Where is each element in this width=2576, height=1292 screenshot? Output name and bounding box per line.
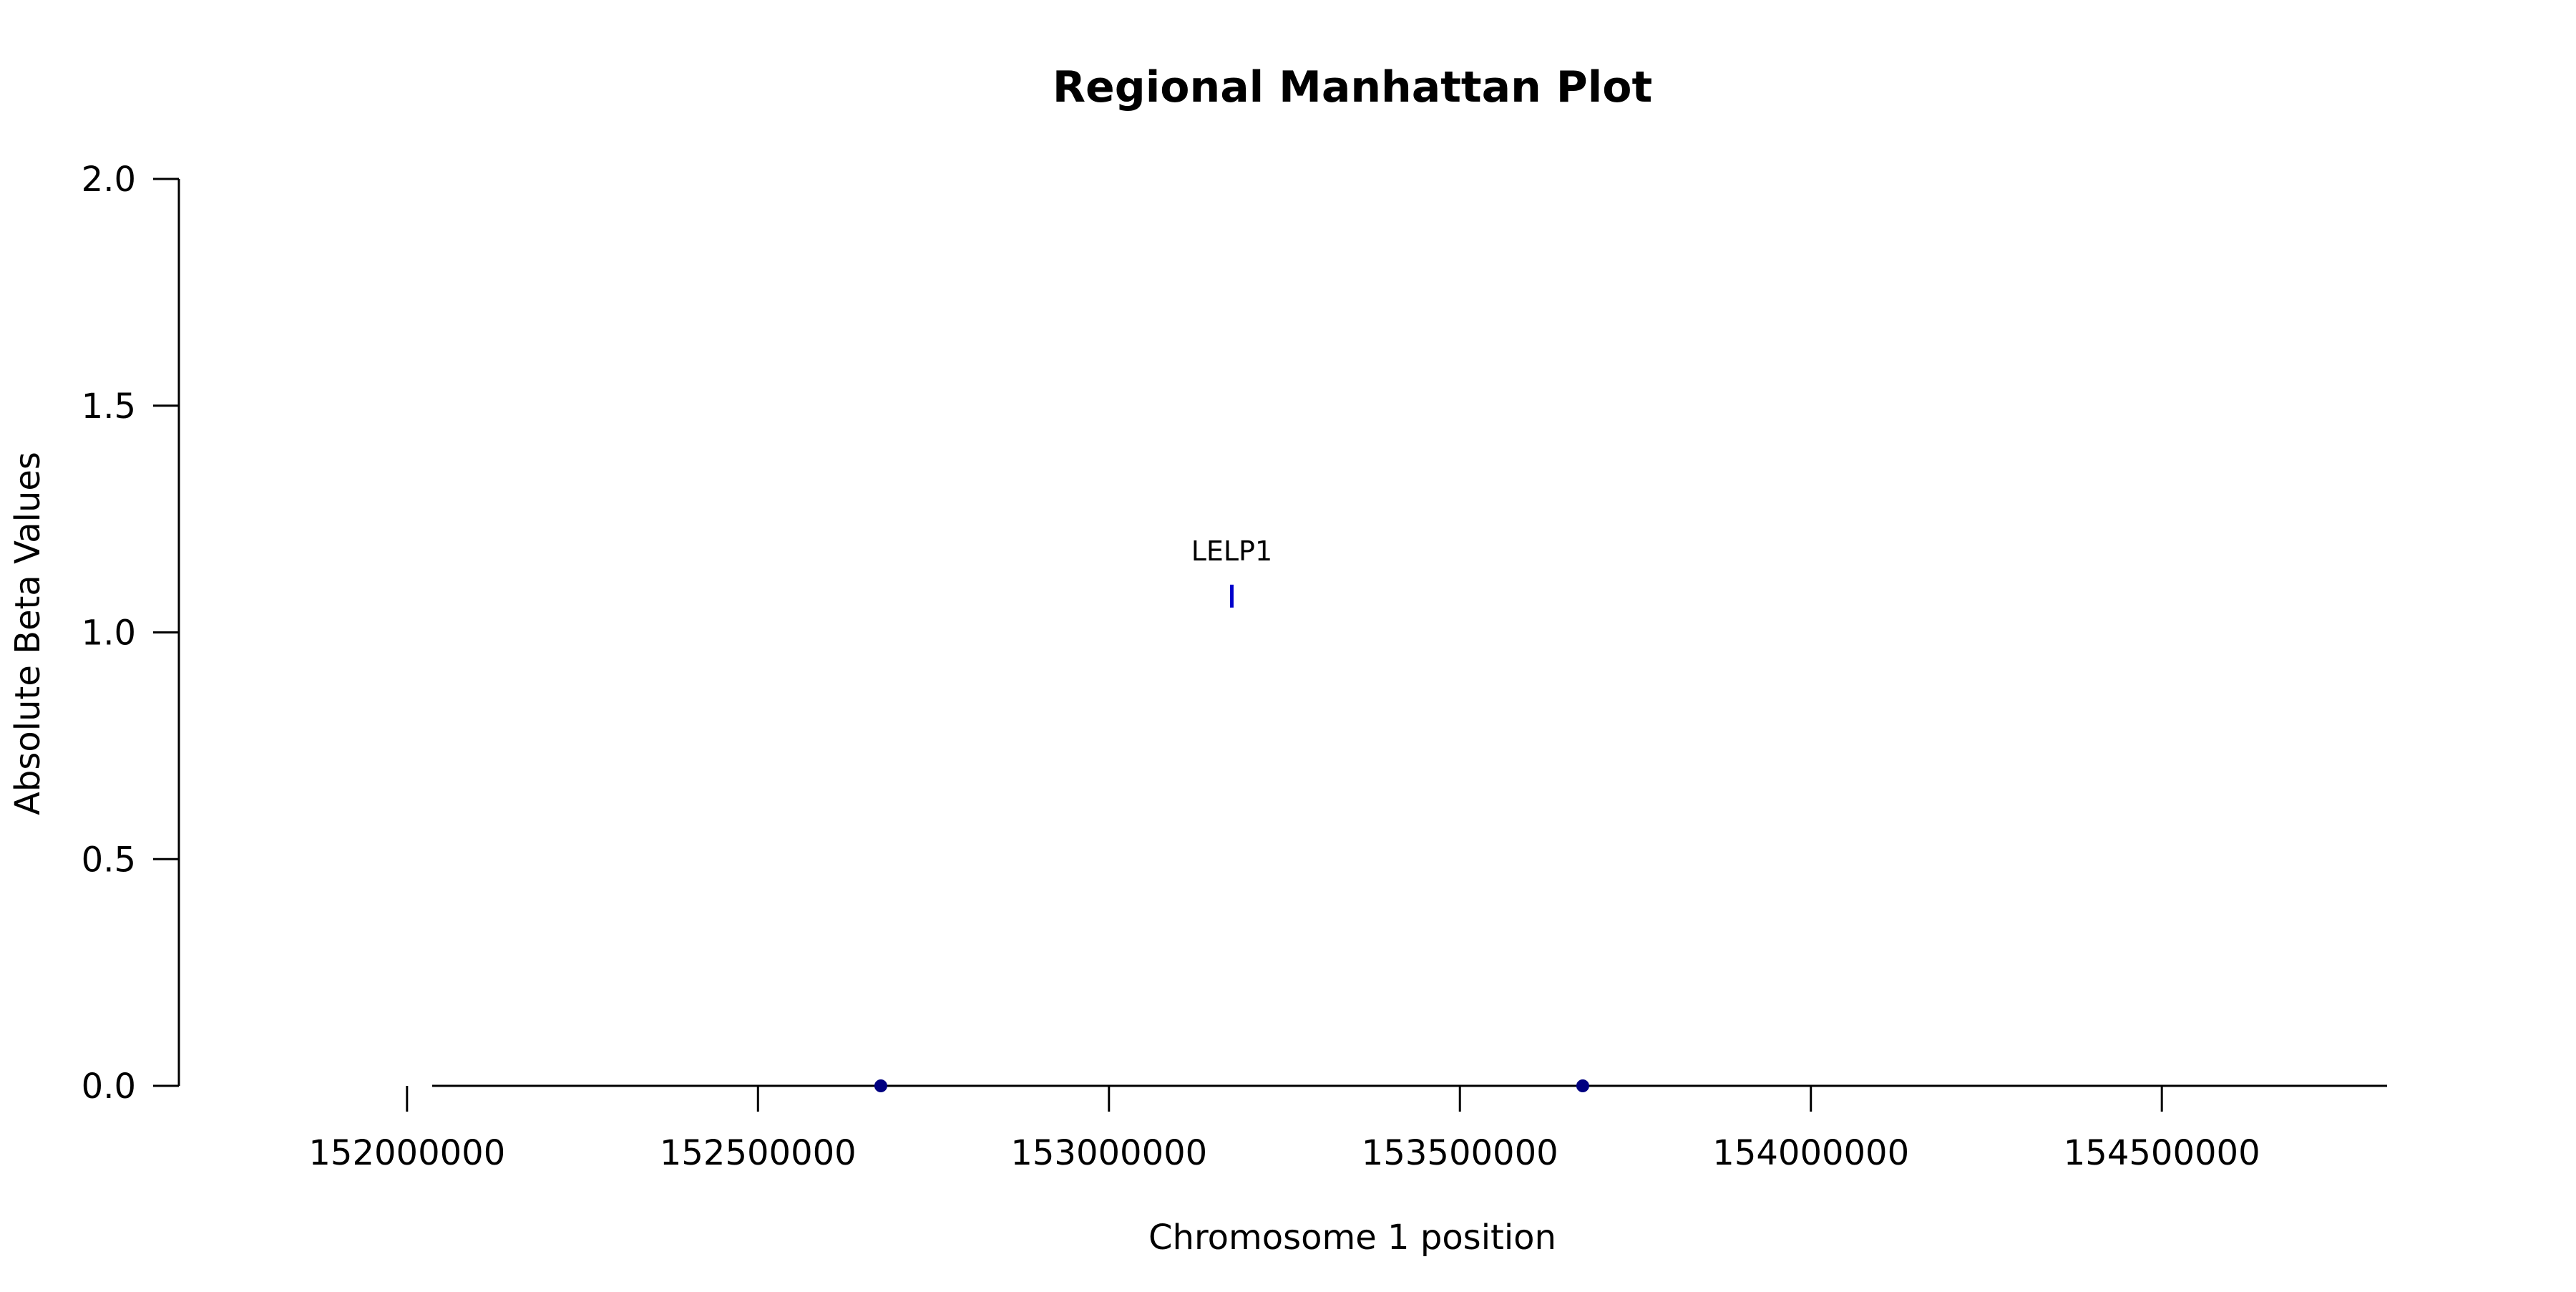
y-tick-label: 1.5: [82, 387, 136, 427]
x-tick-label: 154000000: [1712, 1133, 1909, 1173]
x-axis: 152000000 152500000 153000000 153500000 1540…: [308, 1084, 2387, 1173]
plot-marks: LELP1: [874, 535, 1589, 1092]
x-tick-label: 153500000: [1362, 1133, 1558, 1173]
y-axis: 0.0 0.5 1.0 1.5 2.0: [82, 160, 180, 1107]
chart-title: Regional Manhattan Plot: [1053, 62, 1652, 112]
y-tick-label: 0.0: [82, 1067, 136, 1107]
x-tick-label: 154500000: [2064, 1133, 2260, 1173]
x-axis-label: Chromosome 1 position: [1148, 1218, 1556, 1258]
y-tick-label: 1.0: [82, 613, 136, 654]
y-tick-label: 0.5: [82, 840, 136, 880]
x-tick-label: 152500000: [660, 1133, 857, 1173]
y-tick-label: 2.0: [82, 160, 136, 200]
gene-label: LELP1: [1191, 535, 1272, 567]
x-tick-label: 152000000: [308, 1133, 505, 1173]
y-axis-label: Absolute Beta Values: [8, 452, 48, 815]
data-point: [874, 1079, 887, 1092]
x-tick-label: 153000000: [1010, 1133, 1207, 1173]
data-point: [1576, 1079, 1589, 1092]
